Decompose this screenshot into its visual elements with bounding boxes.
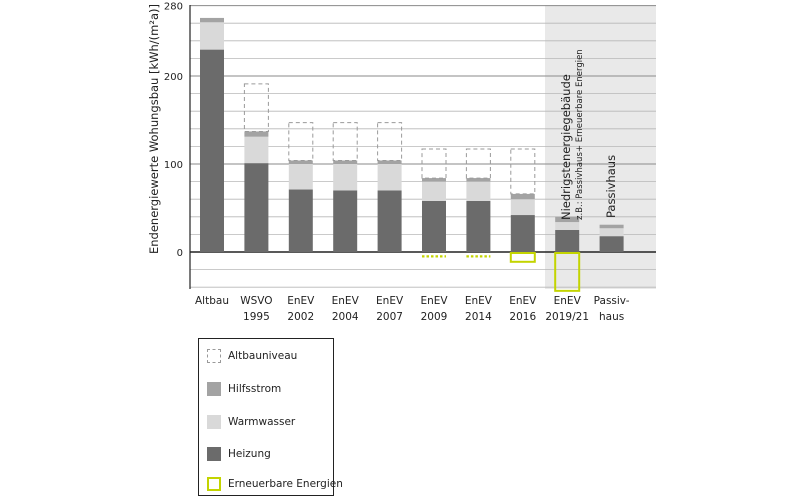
bar-hilfsstrom [200, 17, 224, 23]
bar-heizung [200, 49, 224, 252]
category-label: 2014 [465, 311, 492, 323]
category-label: EnEV [420, 295, 448, 307]
category-label: 2019/21 [545, 311, 589, 323]
category-label: Passiv- [594, 295, 630, 307]
bar-altbauniveau [288, 122, 314, 161]
legend: Altbauniveau Hilfsstrom Warmwasser Heizu… [198, 338, 343, 496]
bar-hilfsstrom [288, 160, 313, 164]
bar-warmwasser [466, 181, 491, 201]
category-label: Altbau [195, 295, 229, 307]
bar-hilfsstrom [377, 160, 402, 164]
bar-altbauniveau [377, 122, 403, 161]
legend-swatch-erneuerbare [207, 477, 221, 491]
bar-erneuerbare [509, 252, 536, 263]
category-label: EnEV [332, 295, 360, 307]
bar-heizung [466, 200, 491, 252]
bar-hilfsstrom [599, 224, 624, 229]
category-label: 2004 [332, 311, 359, 323]
bar-altbauniveau [465, 148, 491, 179]
category-label: WSVO [240, 295, 272, 307]
category-label: 2016 [509, 311, 536, 323]
bar-heizung [599, 236, 624, 252]
bar-heizung [422, 200, 446, 252]
category-label: EnEV [509, 295, 537, 307]
y-tick-label: 280 [164, 2, 183, 13]
bar-heizung [333, 190, 358, 252]
legend-item-erneuerbare: Erneuerbare Energien [207, 476, 343, 492]
y-tick-label: 0 [177, 248, 183, 259]
category-label: haus [599, 311, 624, 323]
category-label: EnEV [554, 295, 582, 307]
bar-warmwasser [200, 22, 224, 50]
legend-label: Hilfsstrom [228, 383, 282, 395]
legend-label: Erneuerbare Energien [228, 478, 343, 490]
legend-label: Altbauniveau [228, 350, 298, 362]
bar-hilfsstrom [510, 193, 535, 200]
category-label: EnEV [376, 295, 404, 307]
bar-heizung [510, 215, 535, 252]
category-label: 1995 [243, 311, 270, 323]
bar-warmwasser [422, 181, 446, 201]
bar-heizung [288, 189, 313, 252]
y-axis-label: Endenergiewerte Wohungsbau [kWh/(m²a)] [147, 4, 161, 254]
category-label: EnEV [287, 295, 315, 307]
bar-warmwasser [288, 164, 313, 190]
bar-warmwasser [599, 228, 624, 237]
legend-item-hilfsstrom: Hilfsstrom [207, 381, 281, 397]
bar-heizung [377, 190, 402, 252]
legend-item-heizung: Heizung [207, 446, 271, 462]
bar-warmwasser [555, 222, 580, 230]
bar-hilfsstrom [422, 178, 446, 182]
bar-hilfsstrom [333, 160, 358, 164]
y-tick-label: 100 [164, 160, 183, 171]
legend-label: Warmwasser [228, 416, 296, 428]
bar-hilfsstrom [555, 216, 580, 223]
bar-warmwasser [377, 164, 402, 191]
bar-warmwasser [244, 136, 269, 164]
legend-swatch-altbauniveau [207, 349, 221, 363]
category-label: 2007 [376, 311, 403, 323]
legend-swatch-heizung [207, 447, 221, 461]
bar-warmwasser [333, 164, 358, 191]
bar-hilfsstrom [466, 178, 491, 182]
legend-item-altbauniveau: Altbauniveau [207, 348, 297, 364]
annotation-niedrigstenergie-sub: z.B.: Passivhaus+ Erneuerbare Energien [575, 49, 585, 220]
bar-altbauniveau [243, 83, 269, 132]
bar-altbauniveau [332, 122, 358, 161]
bar-warmwasser [510, 199, 535, 216]
bar-altbauniveau [510, 148, 536, 195]
bar-altbauniveau [421, 148, 447, 179]
bar-erneuerbare [554, 252, 581, 292]
y-tick-label: 200 [164, 72, 183, 83]
annotation-passivhaus: Passivhaus [604, 155, 618, 218]
bar-hilfsstrom [244, 131, 269, 137]
bar-heizung [555, 230, 580, 252]
category-label: 2002 [287, 311, 314, 323]
category-label: 2009 [421, 311, 448, 323]
bar-heizung [244, 163, 269, 252]
legend-item-warmwasser: Warmwasser [207, 414, 295, 430]
legend-label: Heizung [228, 448, 271, 460]
annotation-niedrigstenergie: Niedrigstenergiegebäude [559, 74, 573, 220]
category-label: EnEV [465, 295, 493, 307]
legend-swatch-warmwasser [207, 415, 221, 429]
legend-swatch-hilfsstrom [207, 382, 221, 396]
